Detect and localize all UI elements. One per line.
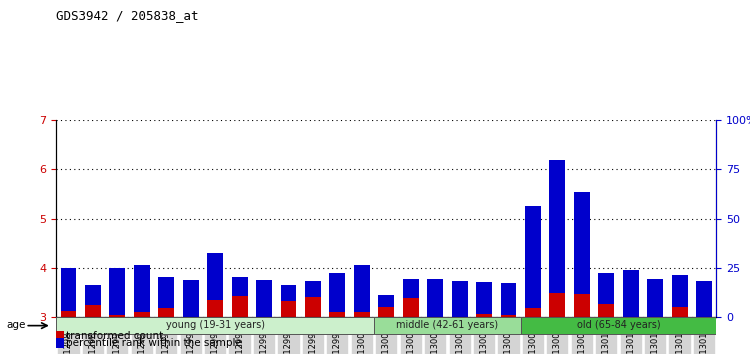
Bar xyxy=(696,281,712,321)
Bar xyxy=(672,275,688,317)
Bar xyxy=(622,270,639,317)
Bar xyxy=(378,295,394,317)
Bar xyxy=(329,273,345,312)
Bar xyxy=(354,265,370,317)
Bar xyxy=(520,317,716,333)
Text: middle (42-61 years): middle (42-61 years) xyxy=(396,320,499,330)
Bar xyxy=(476,282,492,317)
Bar xyxy=(427,279,443,318)
Bar xyxy=(550,160,566,317)
Text: percentile rank within the sample: percentile rank within the sample xyxy=(66,338,242,348)
Bar xyxy=(403,279,418,317)
Bar xyxy=(452,281,467,321)
Bar xyxy=(622,270,639,317)
Bar xyxy=(500,284,517,317)
Bar xyxy=(61,268,76,317)
Bar xyxy=(280,285,296,317)
Text: old (65-84 years): old (65-84 years) xyxy=(577,320,660,330)
Bar xyxy=(232,276,248,296)
Bar xyxy=(305,281,321,297)
Bar xyxy=(427,279,443,317)
Bar xyxy=(280,285,296,301)
Bar xyxy=(647,279,663,317)
Bar xyxy=(598,273,614,317)
Bar xyxy=(134,265,150,313)
Bar xyxy=(305,281,321,317)
Bar xyxy=(256,280,272,319)
Bar xyxy=(403,279,418,298)
Bar xyxy=(256,280,272,317)
Bar xyxy=(525,206,541,308)
Bar xyxy=(61,268,76,311)
Bar xyxy=(110,268,125,317)
Bar xyxy=(696,281,712,317)
Bar xyxy=(158,276,174,308)
Bar xyxy=(598,273,614,304)
Text: transformed count: transformed count xyxy=(66,331,164,341)
Bar xyxy=(207,253,223,300)
Bar xyxy=(329,273,345,317)
Bar xyxy=(500,284,517,315)
Bar xyxy=(476,282,492,314)
Bar xyxy=(672,275,688,307)
Bar xyxy=(110,268,125,315)
Bar xyxy=(134,265,150,317)
Bar xyxy=(647,279,663,318)
Bar xyxy=(378,295,394,307)
Bar xyxy=(374,317,520,333)
Bar xyxy=(452,281,467,317)
Bar xyxy=(525,206,541,317)
Bar xyxy=(207,253,223,317)
Bar xyxy=(183,280,199,317)
Text: GDS3942 / 205838_at: GDS3942 / 205838_at xyxy=(56,9,199,22)
Bar xyxy=(85,285,100,317)
Bar xyxy=(56,317,374,333)
Bar xyxy=(232,276,248,317)
Bar xyxy=(574,192,590,317)
Bar xyxy=(85,285,100,304)
Text: age: age xyxy=(6,320,26,330)
Bar xyxy=(354,265,370,313)
Bar xyxy=(550,160,566,293)
Bar xyxy=(574,192,590,294)
Bar xyxy=(158,276,174,317)
Bar xyxy=(183,280,199,319)
Text: young (19-31 years): young (19-31 years) xyxy=(166,320,265,330)
